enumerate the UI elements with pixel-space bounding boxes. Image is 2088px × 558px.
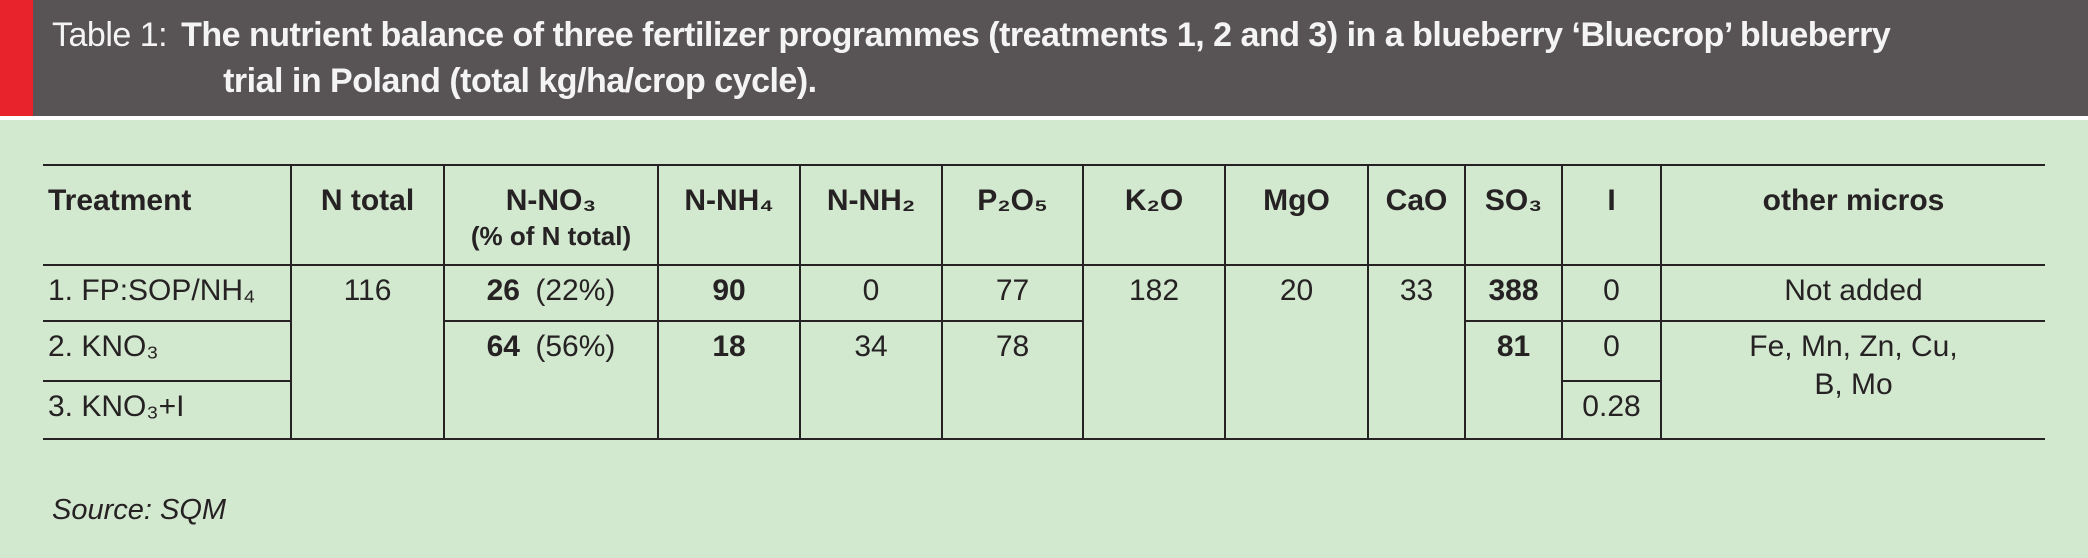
cell-mgo: 20 <box>1224 264 1369 440</box>
red-accent-bar <box>0 0 33 116</box>
header-n-nh4: N-NH₄ <box>657 164 801 266</box>
table-row-treatment-3: 3. KNO₃+I 0.28 <box>43 380 2045 440</box>
cell-cao: 33 <box>1367 264 1466 440</box>
cell-k2o: 182 <box>1082 264 1226 440</box>
cell-r1-so3: 388 <box>1464 264 1563 322</box>
cell-r23-n-no3: 64 (56%) <box>443 320 659 440</box>
header-mgo: MgO <box>1224 164 1369 266</box>
cell-r3-iodine: 0.28 <box>1561 380 1662 440</box>
cell-r23-other-micros: Fe, Mn, Zn, Cu, B, Mo <box>1660 320 2045 440</box>
source-note: Source: SQM <box>52 494 227 526</box>
table-title: Table 1: The nutrient balance of three f… <box>52 12 1891 104</box>
header-so3: SO₃ <box>1464 164 1563 266</box>
header-p2o5: P₂O₅ <box>941 164 1084 266</box>
cell-n-total: 116 <box>290 264 445 440</box>
table-row-treatment-1: 1. FP:SOP/NH₄ 116 26 (22%) 90 0 77 182 2… <box>43 264 2045 440</box>
cell-r23-so3: 81 <box>1464 320 1563 440</box>
cell-r23-other-micros-text: Fe, Mn, Zn, Cu, B, Mo <box>1749 330 1958 401</box>
cell-r23-n-nh4: 18 <box>657 320 801 440</box>
cell-r23-n-nh2: 34 <box>799 320 943 440</box>
header-n-no3-formula: N-NO₃ <box>505 184 597 217</box>
cell-r23-p2o5: 78 <box>941 320 1084 440</box>
header-cao: CaO <box>1367 164 1466 266</box>
cell-r23-n-no3-value: 64 <box>486 330 520 363</box>
table-number-label: Table 1: <box>52 16 168 54</box>
table-caption: The nutrient balance of three fertilizer… <box>181 12 1891 104</box>
nutrient-balance-table: Treatment N total N-NO₃ (% of N total) N… <box>43 164 2045 440</box>
table-caption-line2: trial in Poland (total kg/ha/crop cycle)… <box>223 62 817 100</box>
header-k2o: K₂O <box>1082 164 1226 266</box>
cell-r1-n-nh4: 90 <box>657 264 801 322</box>
cell-r2-iodine: 0 <box>1561 320 1662 382</box>
header-n-nh2: N-NH₂ <box>799 164 943 266</box>
table-caption-line1: The nutrient balance of three fertilizer… <box>181 16 1891 54</box>
header-n-no3: N-NO₃ (% of N total) <box>443 164 659 266</box>
cell-treatment-1: 1. FP:SOP/NH₄ <box>43 264 292 322</box>
cell-treatment-3: 3. KNO₃+I <box>43 380 292 440</box>
header-other-micros: other micros <box>1660 164 2045 266</box>
cell-r1-n-no3-percent: (22%) <box>535 274 616 307</box>
cell-r1-p2o5: 77 <box>941 264 1084 322</box>
cell-r1-iodine: 0 <box>1561 264 1662 322</box>
cell-r1-n-no3: 26 (22%) <box>443 264 659 322</box>
cell-r1-n-nh2: 0 <box>799 264 943 322</box>
cell-r23-n-no3-percent: (56%) <box>535 330 616 363</box>
header-treatment: Treatment <box>43 164 292 266</box>
header-row: Treatment N total N-NO₃ (% of N total) N… <box>43 164 2045 266</box>
cell-treatment-2: 2. KNO₃ <box>43 320 292 382</box>
table-panel: Treatment N total N-NO₃ (% of N total) N… <box>0 120 2088 558</box>
separator-strip <box>0 116 2088 120</box>
cell-r1-other-micros: Not added <box>1660 264 2045 322</box>
header-n-no3-subnote: (% of N total) <box>470 220 632 251</box>
header-n-total: N total <box>290 164 445 266</box>
title-band: Table 1: The nutrient balance of three f… <box>0 0 2088 116</box>
header-iodine: I <box>1561 164 1662 266</box>
cell-r1-n-no3-value: 26 <box>486 274 520 307</box>
table-row-treatment-2: 2. KNO₃ 64 (56%) 18 34 78 81 0 Fe, Mn, Z… <box>43 320 2045 440</box>
